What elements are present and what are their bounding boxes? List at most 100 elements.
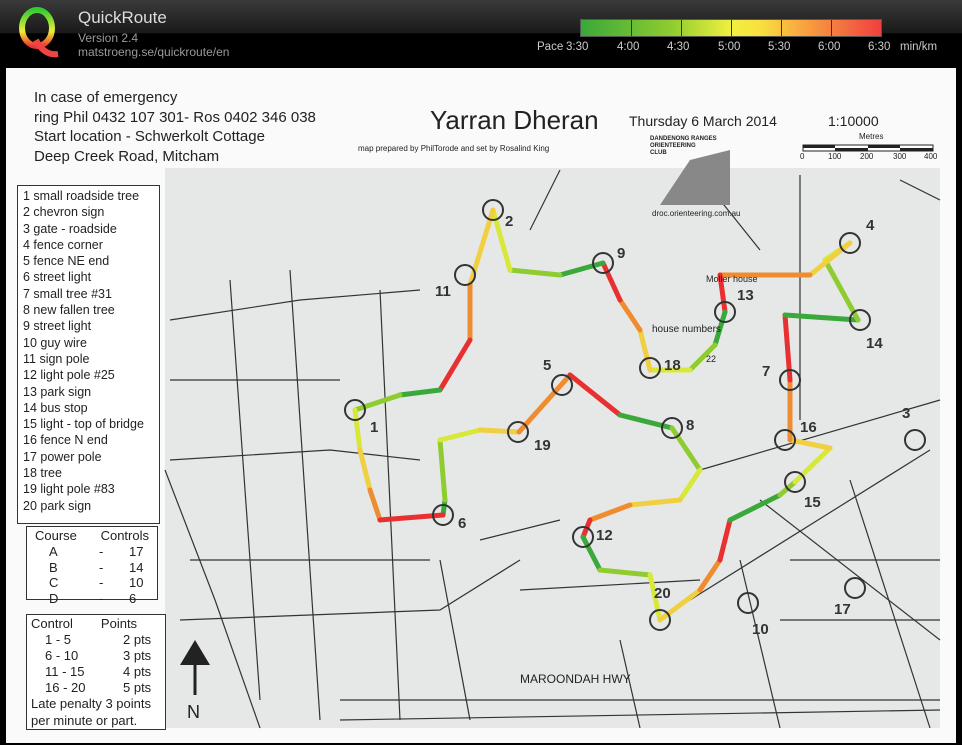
control-number: 8	[686, 417, 694, 434]
road	[379, 289, 401, 721]
control-description: 12 light pole #25	[23, 368, 115, 383]
control-number: 16	[800, 419, 817, 436]
points-row: 16 - 20 5 pts	[31, 680, 161, 696]
map-credit: map prepared by PhilTorode and set by Ro…	[358, 144, 550, 153]
pace-tick: 5:00	[718, 41, 741, 53]
scale-tick: 0	[800, 152, 805, 161]
house-number-22: 22	[706, 354, 716, 364]
points-cell: 1 - 5	[45, 632, 72, 648]
app-title: QuickRoute	[78, 8, 167, 27]
club-line: DANDENONG RANGES	[650, 136, 717, 142]
route-segment	[580, 534, 603, 573]
control-circle[interactable]	[344, 399, 366, 421]
route-segment	[440, 497, 448, 518]
club-logo	[660, 150, 730, 205]
route-segment	[677, 467, 703, 503]
control-circle[interactable]	[432, 504, 454, 526]
points-note: Late penalty 3 points	[31, 696, 151, 712]
scale-tick: 300	[893, 152, 907, 161]
control-number: 6	[458, 515, 466, 532]
road	[169, 449, 421, 461]
control-circle[interactable]	[572, 526, 594, 548]
road	[739, 559, 781, 729]
points-cell: 2 pts	[123, 632, 152, 648]
control-circle[interactable]	[849, 309, 871, 331]
control-circle[interactable]	[507, 421, 529, 443]
route-segment	[367, 487, 383, 523]
points-cell: 4 pts	[123, 664, 152, 680]
control-description: 4 fence corner	[23, 237, 103, 252]
app-url[interactable]: matstroeng.se/quickroute/en	[78, 45, 230, 59]
pace-tick: 5:30	[768, 41, 791, 53]
club-line: ORIENTEERING	[650, 143, 696, 149]
club-name: DANDENONG RANGES ORIENTEERING CLUB	[650, 136, 717, 157]
control-description: 20 park sign	[23, 498, 92, 513]
route-segment	[600, 260, 623, 303]
route-segment	[437, 437, 448, 503]
road	[439, 559, 471, 721]
route-segment	[717, 517, 733, 563]
map-title: Yarran Dheran	[430, 105, 599, 135]
control-descriptions: 1 small roadside tree 2 chevron sign 3 gat…	[17, 185, 160, 524]
route-segment	[782, 312, 861, 323]
north-label: N	[187, 702, 200, 722]
pace-label: Pace	[537, 41, 564, 53]
control-circle[interactable]	[784, 471, 806, 493]
road	[759, 499, 941, 641]
course-cell: 17	[129, 544, 144, 560]
road	[849, 479, 931, 729]
control-circle[interactable]	[592, 252, 614, 274]
points-header: Control	[31, 616, 73, 631]
route-segment	[357, 447, 373, 493]
course-cell: -	[99, 575, 104, 591]
course-cell: -	[99, 544, 104, 560]
points-header: Points	[100, 616, 138, 631]
control-circle[interactable]	[649, 609, 671, 631]
control-number: 19	[534, 437, 551, 454]
road	[289, 269, 321, 721]
route-segment	[697, 557, 723, 593]
pace-tick: 4:00	[617, 41, 640, 53]
control-circle[interactable]	[774, 429, 796, 451]
pace-tick: 3:30	[566, 41, 589, 53]
control-circle[interactable]	[482, 199, 504, 221]
pace-color-legend	[580, 19, 882, 37]
orienteering-map[interactable]: 1 2 3 4 5 6 7 8 9 10 11 12 13 14 15 16 17 18 19 20 N MAROON…	[6, 68, 956, 743]
control-circle[interactable]	[737, 592, 759, 614]
app-header: QuickRoute Version 2.4 matstroeng.se/qui…	[0, 0, 962, 66]
points-note: per minute or part.	[31, 712, 138, 728]
control-description: 17 power pole	[23, 449, 102, 464]
control-circle[interactable]	[839, 232, 861, 254]
courses-header: Course	[35, 528, 77, 543]
control-circle[interactable]	[844, 577, 866, 599]
control-circle[interactable]	[904, 429, 926, 451]
course-cell: -	[99, 559, 104, 575]
control-circle[interactable]	[714, 301, 736, 323]
control-circle[interactable]	[639, 357, 661, 379]
points-cell: 11 - 15	[45, 664, 85, 680]
route-segment	[352, 407, 363, 453]
courses-header: Controls	[100, 528, 149, 543]
route-segment	[627, 497, 683, 508]
route-segment	[597, 567, 653, 578]
control-description: 8 new fallen tree	[23, 303, 115, 318]
points-cell: 16 - 20	[45, 680, 86, 696]
course-row: B - 14	[35, 560, 149, 576]
control-description: 16 fence N end	[23, 433, 108, 448]
control-description: 13 park sign	[23, 384, 92, 399]
points-row: 1 - 5 2 pts	[31, 632, 161, 648]
control-circle[interactable]	[551, 374, 573, 396]
emergency-info: In case of emergency ring Phil 0432 107 …	[34, 88, 316, 166]
control-circle[interactable]	[661, 417, 683, 439]
control-circle[interactable]	[779, 369, 801, 391]
control-circle[interactable]	[454, 264, 476, 286]
route-segment	[587, 502, 633, 523]
pace-tick: 6:30	[868, 41, 891, 53]
course-cell: D	[49, 590, 59, 606]
app-version: Version 2.4	[78, 31, 139, 45]
map-area	[165, 168, 940, 728]
control-description: 18 tree	[23, 466, 62, 481]
route-segment	[669, 425, 703, 473]
